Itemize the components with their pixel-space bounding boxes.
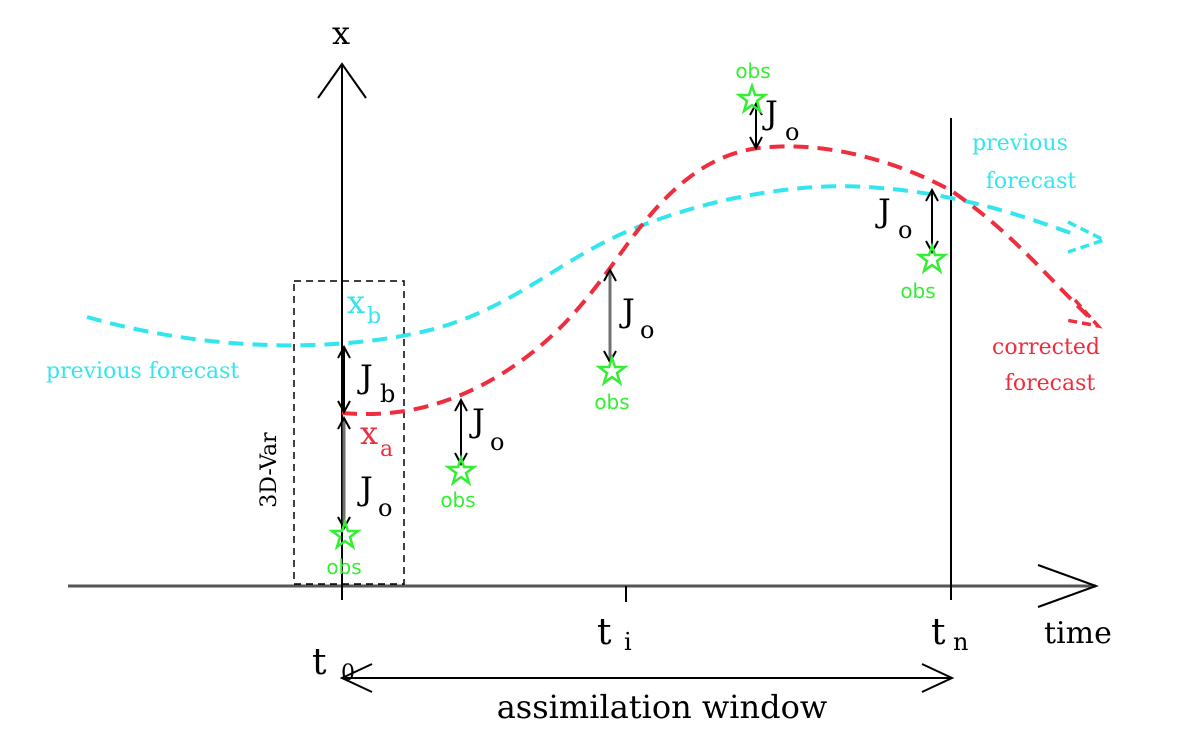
previous-forecast-curve	[86, 184, 1077, 348]
x-axis-arrowhead	[317, 62, 367, 99]
time-axis-label: time	[1044, 616, 1112, 651]
jb-label: J b	[357, 358, 395, 408]
jo-arrow-tn	[925, 187, 939, 255]
assimilation-window-label: assimilation window	[497, 688, 828, 726]
tick-label-t0: t 0	[312, 642, 355, 686]
svg-text:J: J	[619, 292, 635, 330]
svg-text:t: t	[312, 642, 327, 683]
assimilation-window-arrow	[339, 663, 955, 693]
obs-label-ti: obs	[594, 390, 629, 414]
jo-label-ti: J o	[619, 292, 654, 344]
svg-text:J: J	[875, 192, 891, 230]
time-axis-arrowhead	[1037, 564, 1099, 608]
svg-text:o: o	[785, 118, 799, 146]
svg-text:o: o	[378, 494, 392, 522]
corrected-forecast-curve	[341, 144, 1092, 417]
obs-label-early: obs	[440, 488, 475, 512]
svg-text:o: o	[640, 316, 654, 344]
svg-text:previous: previous	[972, 131, 1068, 156]
jo-label-tn: J o	[875, 192, 912, 244]
svg-text:o: o	[898, 216, 912, 244]
xb-label: x b	[347, 283, 381, 329]
star-outline-icon	[328, 82, 949, 551]
obs-label-t0: obs	[326, 555, 361, 579]
obs-star-ti	[595, 354, 629, 387]
three-d-var-label: 3D-Var	[257, 432, 282, 508]
obs-label-peak: obs	[735, 59, 770, 83]
corrected-forecast-arrowhead	[1065, 298, 1103, 329]
svg-text:x: x	[347, 283, 365, 321]
svg-text:t: t	[931, 612, 946, 653]
x-axis-label: x	[332, 14, 350, 52]
svg-text:t: t	[597, 612, 612, 653]
axes	[68, 62, 1099, 608]
previous-forecast-label-left: previous forecast	[46, 359, 239, 384]
jo-arrow-t0	[337, 415, 351, 531]
xa-label: x a	[360, 414, 393, 462]
svg-text:J: J	[469, 402, 485, 440]
jo-arrow-ti	[603, 267, 617, 365]
previous-forecast-arrowhead	[1067, 220, 1109, 254]
obs-star-early	[444, 454, 478, 487]
tick-label-tn: t n	[931, 612, 968, 656]
obs-star-tn	[915, 242, 949, 275]
svg-text:i: i	[624, 628, 632, 656]
jo-arrow-early	[454, 397, 468, 467]
obs-star-t0	[328, 518, 362, 551]
jb-arrow	[337, 344, 351, 415]
previous-forecast-label-right: previous forecast	[972, 131, 1076, 194]
svg-text:n: n	[953, 628, 968, 656]
svg-text:forecast: forecast	[1005, 371, 1096, 396]
three-d-var-box	[293, 280, 405, 585]
svg-text:a: a	[380, 437, 393, 462]
jo-label-peak: J o	[762, 94, 799, 146]
tick-label-ti: t i	[597, 612, 632, 656]
svg-text:forecast: forecast	[986, 169, 1077, 194]
svg-text:J: J	[762, 94, 778, 132]
obs-label-tn: obs	[900, 279, 935, 303]
svg-text:o: o	[490, 428, 504, 456]
obs-star-peak	[735, 82, 769, 115]
svg-text:J: J	[357, 470, 373, 508]
svg-text:J: J	[357, 358, 373, 396]
svg-text:corrected: corrected	[992, 335, 1100, 360]
svg-text:b: b	[380, 380, 395, 408]
jo-label-t0: J o	[357, 470, 392, 522]
jo-label-early: J o	[469, 402, 504, 456]
svg-text:x: x	[360, 414, 378, 452]
svg-text:b: b	[367, 304, 381, 329]
corrected-forecast-label: corrected forecast	[992, 335, 1100, 396]
